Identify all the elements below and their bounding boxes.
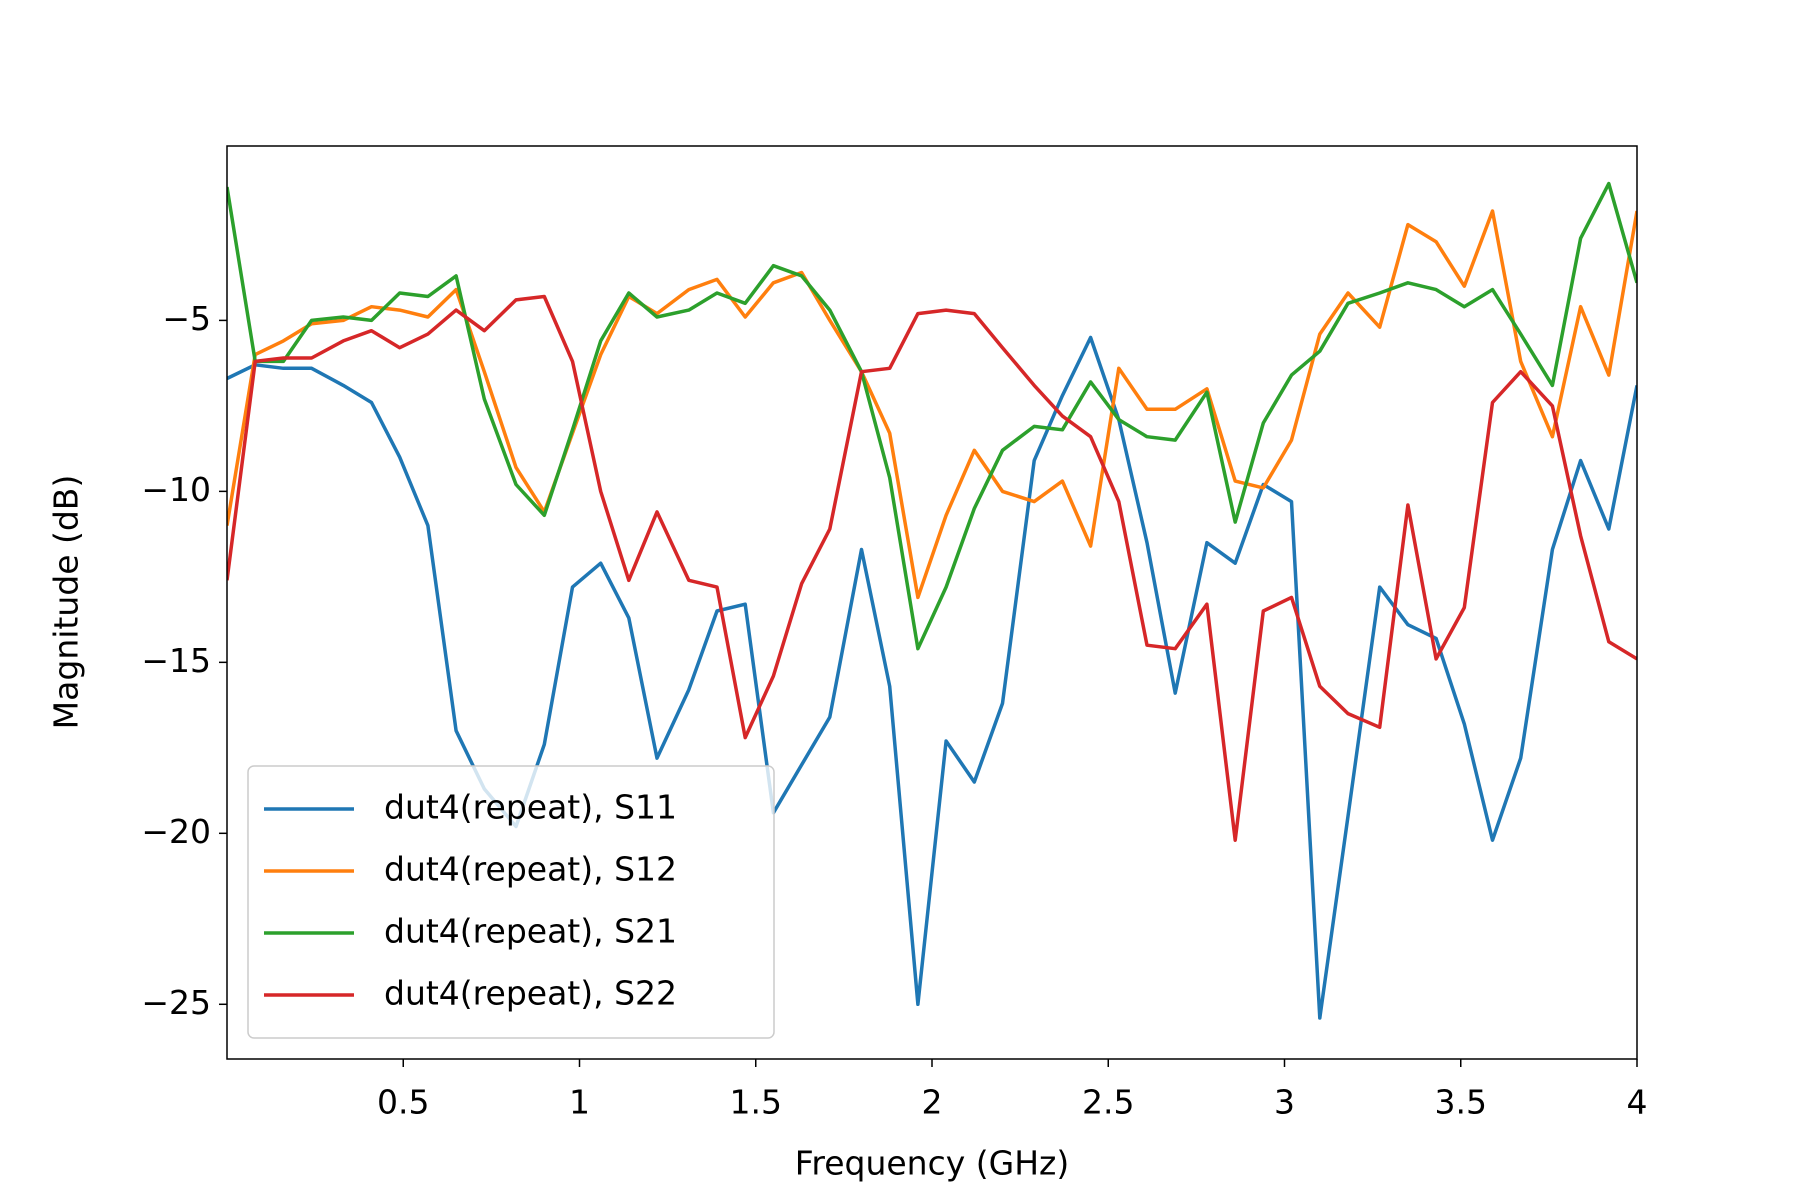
legend-box [247,765,775,1039]
y-tick-label: −5 [162,299,211,338]
x-tick-label: 3.5 [1435,1083,1487,1122]
legend-label: dut4(repeat), S11 [384,788,677,827]
legend-label: dut4(repeat), S12 [384,850,677,889]
x-tick-label: 1 [569,1083,590,1122]
y-tick-label: −20 [141,812,211,851]
series-line [227,294,1637,842]
series-line [227,181,1637,651]
x-axis-label: Frequency (GHz) [795,1144,1069,1183]
series-line [227,335,1637,1020]
y-tick-label: −10 [141,470,211,509]
legend-label: dut4(repeat), S22 [384,974,677,1013]
x-tick-label: 1.5 [730,1083,782,1122]
x-tick-label: 3 [1274,1083,1295,1122]
series-line [227,209,1637,600]
plot-frame [226,145,1638,1060]
x-tick-label: 2.5 [1082,1083,1134,1122]
y-tick-label: −25 [141,983,211,1022]
x-tick-label: 2 [922,1083,943,1122]
legend-label: dut4(repeat), S21 [384,912,677,951]
y-axis-label: Magnitude (dB) [47,475,86,730]
y-tick-label: −15 [141,641,211,680]
x-tick-label: 4 [1627,1083,1648,1122]
x-tick-label: 0.5 [377,1083,429,1122]
